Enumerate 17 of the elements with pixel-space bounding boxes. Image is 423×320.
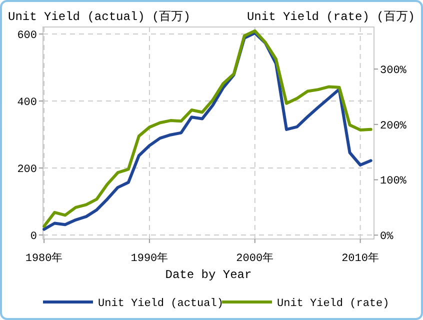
y-tick-label: 0 [30,230,37,243]
x-tick-label: 2000年 [236,252,274,265]
legend-label: Unit Yield (rate) [277,298,390,310]
x-tick-label: 2010年 [342,252,379,265]
y2-tick-label: 100% [380,176,407,188]
y2-axis-title: Unit Yield (rate) (百万) [246,10,415,24]
x-axis-title: Date by Year [165,268,252,282]
y-axis-title: Unit Yield (actual) (百万) [8,10,190,24]
y2-tick-label: 0% [380,230,394,243]
x-tick-label: 1990年 [130,252,168,265]
legend-label: Unit Yield (actual) [98,298,224,310]
x-tick-label: 1980年 [25,252,63,265]
y-tick-label: 400 [17,96,37,109]
y2-tick-label: 200% [380,120,407,132]
y-tick-label: 600 [17,30,37,42]
y-tick-label: 200 [17,164,37,176]
y2-tick-label: 300% [380,64,407,77]
